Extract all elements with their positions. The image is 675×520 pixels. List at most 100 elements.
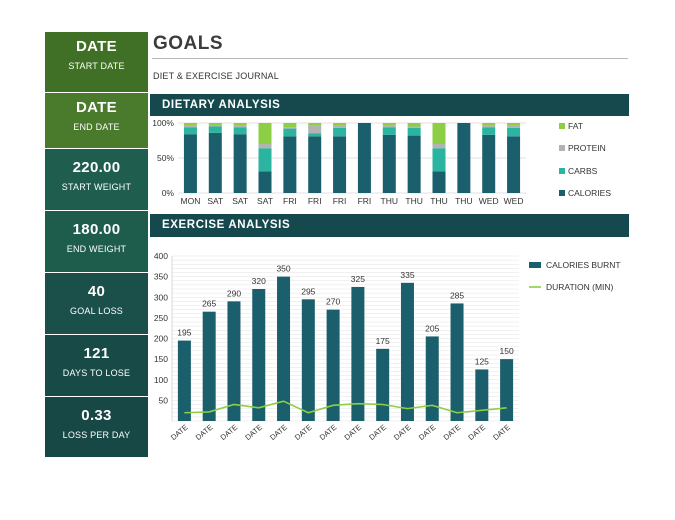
bar-fat [333, 123, 347, 126]
x-tick-label: FRI [358, 196, 372, 206]
x-tick-label: SAT [232, 196, 248, 206]
bar-carbs [507, 127, 521, 137]
data-label: 325 [351, 274, 365, 284]
y-tick-label: 100% [152, 118, 174, 128]
stat-start-date: DATE START DATE [45, 32, 148, 93]
x-tick-label: DATE [219, 423, 240, 442]
bar-calories-burnt [301, 299, 315, 421]
bar-fat [432, 123, 446, 144]
legend-swatch-carbs [559, 168, 565, 174]
data-label: 175 [376, 336, 390, 346]
legend-label-calories: CALORIES [568, 188, 611, 198]
bar-calories-burnt [425, 336, 439, 421]
page-subtitle: DIET & EXERCISE JOURNAL [153, 71, 279, 81]
bar-protein [258, 144, 272, 149]
x-tick-label: DATE [342, 423, 363, 442]
bar-carbs [308, 133, 322, 137]
bar-protein [283, 127, 297, 129]
bar-protein [507, 125, 521, 128]
x-tick-label: THU [381, 196, 398, 206]
bar-fat [208, 123, 222, 126]
legend-label-duration: DURATION (MIN) [546, 282, 614, 292]
bar-calories [283, 136, 297, 193]
y-tick-label: 0% [162, 188, 175, 198]
stat-label: END DATE [73, 122, 120, 132]
bar-protein [233, 125, 247, 128]
x-tick-label: DATE [268, 423, 289, 442]
bar-carbs [283, 128, 297, 137]
x-tick-label: WED [479, 196, 499, 206]
x-tick-label: DATE [194, 423, 215, 442]
bar-calories-burnt [450, 303, 464, 421]
bar-carbs [183, 127, 197, 135]
x-tick-label: DATE [442, 423, 463, 442]
exercise-analysis-header: EXERCISE ANALYSIS [150, 214, 629, 237]
x-tick-label: WED [504, 196, 524, 206]
title-divider [152, 58, 628, 59]
bar-fat [407, 123, 421, 127]
bar-calories [308, 136, 322, 193]
stat-value: DATE [76, 38, 117, 55]
bar-calories [457, 123, 471, 193]
y-tick-label: 300 [154, 292, 168, 302]
x-tick-label: DATE [169, 423, 190, 442]
x-tick-label: SAT [207, 196, 223, 206]
bar-calories [507, 136, 521, 193]
stat-label: END WEIGHT [66, 244, 127, 254]
data-label: 290 [227, 288, 241, 298]
x-tick-label: DATE [417, 423, 438, 442]
bar-protein [482, 125, 496, 128]
stat-value: DATE [76, 99, 117, 116]
bar-calories [233, 134, 247, 193]
y-tick-label: 100 [154, 375, 168, 385]
legend-label-calories-burnt: CALORIES BURNT [546, 260, 621, 270]
y-tick-label: 150 [154, 354, 168, 364]
data-label: 195 [177, 328, 191, 338]
x-tick-label: THU [405, 196, 422, 206]
bar-fat [183, 123, 197, 126]
dietary-analysis-chart: 100% 50% 0% MON SAT SAT SAT FRI FRI FRI FRI THU THU T… [152, 118, 611, 206]
x-tick-label: MON [181, 196, 201, 206]
data-label: 285 [450, 290, 464, 300]
data-label: 125 [475, 356, 489, 366]
legend-swatch-calories-burnt [529, 262, 541, 268]
bar-protein [208, 125, 222, 127]
bar-carbs [208, 126, 222, 133]
x-tick-label: FRI [308, 196, 322, 206]
x-tick-label: THU [430, 196, 447, 206]
bar-calories-burnt [376, 348, 390, 421]
legend-label-protein: PROTEIN [568, 143, 606, 153]
x-tick-label: THU [455, 196, 472, 206]
stat-value: 121 [83, 345, 110, 362]
stat-label: GOAL LOSS [70, 306, 123, 316]
x-tick-label: FRI [333, 196, 347, 206]
page-title: GOALS [153, 33, 224, 54]
bar-carbs [482, 127, 496, 135]
x-tick-label: DATE [367, 423, 388, 442]
stat-value: 220.00 [72, 159, 121, 176]
bar-fat [283, 123, 297, 128]
data-label: 295 [301, 286, 315, 296]
y-tick-label: 50% [157, 153, 174, 163]
stat-value: 40 [87, 283, 106, 300]
legend-label-carbs: CARBS [568, 166, 598, 176]
x-tick-label: DATE [466, 423, 487, 442]
stat-end-date: DATE END DATE [45, 93, 148, 149]
bar-calories [183, 134, 197, 193]
bar-carbs [407, 127, 421, 136]
stat-label: DAYS TO LOSE [62, 368, 131, 378]
legend-swatch-protein [559, 145, 565, 151]
stats-sidebar: DATE START DATE DATE END DATE 220.00 START WE… [45, 32, 148, 458]
stat-loss-per-day: 0.33 LOSS PER DAY [45, 397, 148, 458]
y-tick-label: 250 [154, 313, 168, 323]
bar-carbs [432, 148, 446, 172]
stat-value: 180.00 [72, 221, 121, 238]
data-label: 270 [326, 297, 340, 307]
line-duration [184, 400, 507, 414]
dietary-analysis-header: DIETARY ANALYSIS [150, 94, 629, 116]
bar-protein [382, 125, 396, 128]
bar-fat [258, 123, 272, 144]
bar-fat [382, 123, 396, 126]
bar-carbs [382, 127, 396, 135]
stat-days-to-lose: 121 DAYS TO LOSE [45, 335, 148, 397]
